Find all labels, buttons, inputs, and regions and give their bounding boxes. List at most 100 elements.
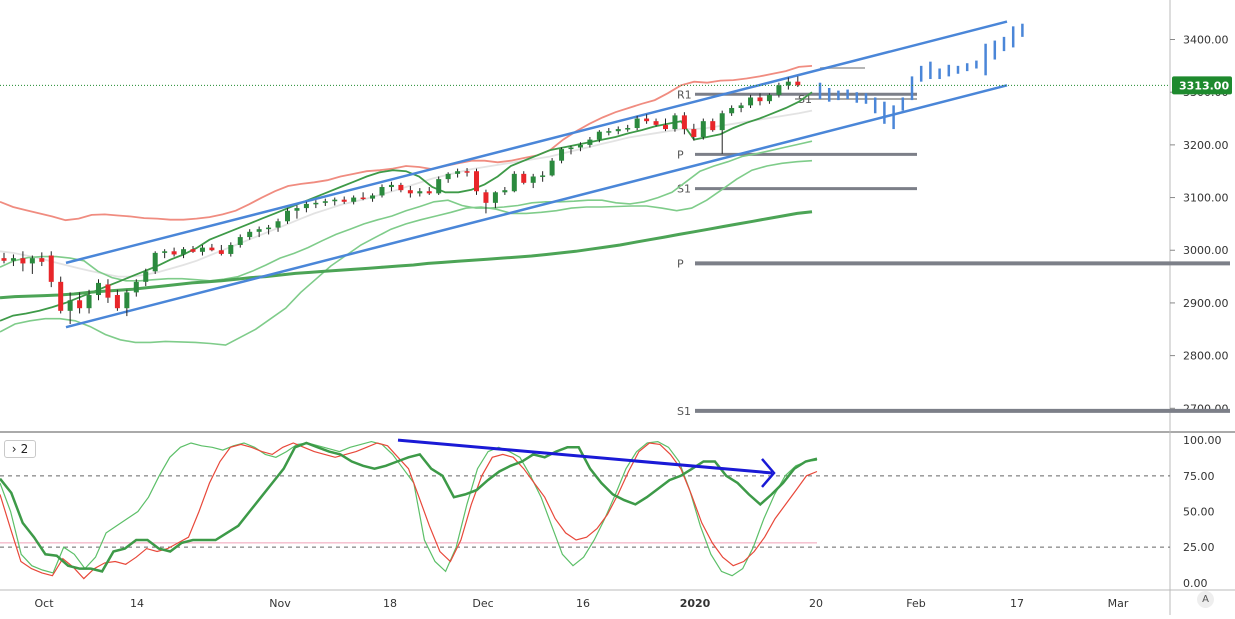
- candle-body: [474, 171, 479, 192]
- candle: [256, 226, 262, 238]
- candle: [577, 142, 583, 152]
- candle: [464, 168, 470, 177]
- candle: [492, 191, 498, 209]
- lower-envelope-line: [0, 140, 813, 282]
- divergence-arrow-head: [761, 458, 776, 488]
- candle: [776, 82, 782, 98]
- candle: [606, 128, 612, 136]
- candle-body: [58, 281, 64, 311]
- candle-body: [436, 179, 442, 194]
- candle: [86, 289, 92, 314]
- price-tick-label: 2900.00: [1183, 297, 1229, 310]
- candle-body: [757, 97, 763, 102]
- candle-body: [407, 190, 413, 194]
- pivot-label: R1: [677, 88, 692, 101]
- candle: [48, 251, 54, 288]
- time-tick-label: 14: [130, 597, 144, 610]
- candle: [596, 130, 602, 143]
- candle: [143, 268, 149, 287]
- time-tick-label: 2020: [680, 597, 711, 610]
- candle-body: [606, 131, 612, 133]
- candle-body: [719, 113, 725, 131]
- candle-body: [540, 175, 546, 177]
- candle: [691, 123, 697, 141]
- candle-body: [445, 173, 451, 180]
- candle: [455, 168, 461, 178]
- current-price-badge: 3313.00: [1172, 76, 1232, 95]
- candle-body: [294, 208, 300, 211]
- candle: [162, 249, 168, 259]
- candle: [133, 279, 139, 297]
- oscillator-tick-label: 50.00: [1183, 506, 1215, 519]
- candle-body: [426, 191, 432, 194]
- candle: [407, 185, 413, 198]
- candle: [738, 102, 744, 113]
- candle-body: [568, 147, 574, 150]
- candle: [67, 292, 73, 324]
- candle-body: [776, 85, 782, 95]
- oscillator-pane: 100.00 75.00 50.00 25.00 0.00: [0, 434, 1222, 590]
- candle-body: [162, 251, 168, 253]
- candle-body: [644, 118, 650, 122]
- candle-body: [332, 199, 338, 202]
- candle: [275, 218, 281, 232]
- candle: [719, 110, 725, 154]
- indicator-pane-badge[interactable]: › 2: [4, 440, 36, 458]
- candle-body: [492, 192, 498, 203]
- candle: [483, 189, 489, 214]
- candle: [615, 126, 621, 135]
- candle: [663, 118, 668, 132]
- candle-body: [748, 97, 754, 106]
- candle-body: [634, 118, 640, 129]
- price-tick-label: 2800.00: [1183, 350, 1229, 363]
- candle: [285, 208, 290, 224]
- chevron-right-icon: ›: [11, 442, 17, 456]
- candle: [105, 279, 111, 303]
- candle-body: [152, 252, 158, 272]
- oscillator-fast-green-line: [0, 440, 818, 577]
- candle-body: [218, 250, 224, 254]
- candle-body: [530, 176, 536, 183]
- candle: [710, 118, 716, 132]
- oscillator-tick-label: 25.00: [1183, 541, 1215, 554]
- candle: [20, 251, 26, 272]
- time-axis: Oct 14 Nov 18 Dec 16 2020 20 Feb 17 Mar: [34, 597, 1128, 610]
- candle: [625, 124, 631, 132]
- candle: [171, 247, 177, 257]
- candle-body: [285, 210, 290, 222]
- candle-body: [653, 121, 659, 125]
- candle-body: [29, 258, 35, 264]
- candle-body: [710, 121, 716, 131]
- candle-body: [577, 144, 583, 148]
- pivot-label: S1: [798, 93, 812, 106]
- candle-body: [738, 105, 744, 108]
- candle: [209, 243, 215, 252]
- candle-body: [455, 171, 461, 174]
- oscillator-tick-label: 0.00: [1183, 577, 1208, 590]
- price-tick-label: 3100.00: [1183, 192, 1229, 205]
- candle: [96, 279, 101, 301]
- candle: [114, 289, 120, 311]
- candle-body: [124, 292, 130, 309]
- candle: [559, 147, 565, 164]
- candle-body: [625, 128, 631, 130]
- candle: [1, 252, 7, 264]
- candle: [681, 112, 687, 135]
- price-tick-label: 3200.00: [1183, 139, 1229, 152]
- candle: [237, 234, 243, 248]
- candle: [388, 181, 394, 192]
- candle-body: [464, 171, 470, 173]
- auto-scale-button[interactable]: A: [1197, 591, 1214, 608]
- candle-body: [105, 284, 111, 298]
- candle: [417, 188, 423, 197]
- candle: [29, 255, 35, 274]
- price-axis: 3400.003300.003200.003100.003000.002900.…: [1170, 34, 1229, 415]
- candle: [795, 76, 801, 87]
- candle: [341, 196, 347, 204]
- oscillator-slow-line: [0, 441, 818, 573]
- candle-body: [700, 121, 706, 137]
- candle-body: [766, 94, 772, 102]
- candle-body: [785, 81, 791, 86]
